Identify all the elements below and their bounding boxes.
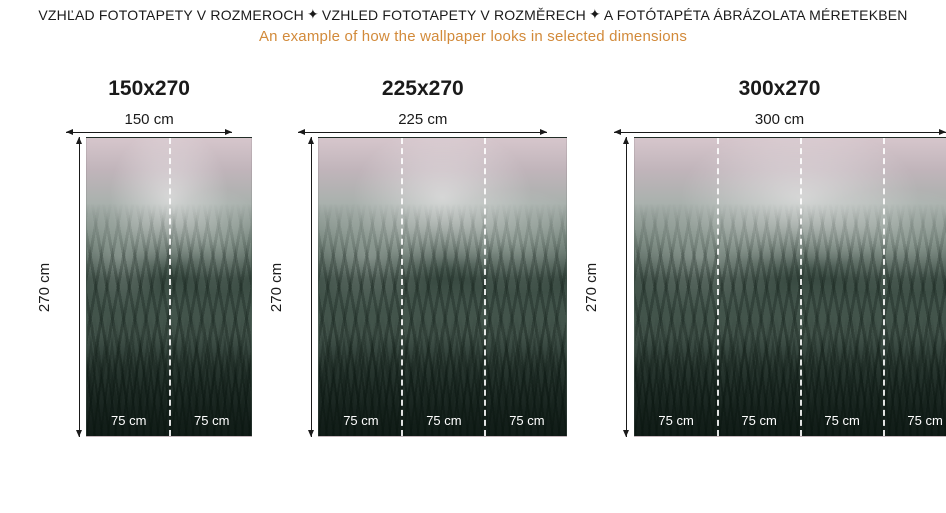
- header-sk: VZHĽAD FOTOTAPETY V ROZMEROCH: [38, 7, 304, 23]
- panel-divider: [401, 138, 403, 436]
- segment-label: 75 cm: [406, 413, 481, 428]
- width-label: 150 cm: [125, 111, 174, 128]
- segment-label: 75 cm: [639, 413, 714, 428]
- sparkle-icon: ✦: [307, 6, 319, 23]
- height-label: 270 cm: [268, 262, 285, 311]
- size-title: 225x270: [382, 77, 464, 101]
- panel-divider: [169, 138, 171, 436]
- header: VZHĽAD FOTOTAPETY V ROZMEROCH ✦ VZHLED F…: [0, 0, 946, 45]
- segment-label: 75 cm: [323, 413, 398, 428]
- panel-divider: [800, 138, 802, 436]
- size-title: 150x270: [108, 77, 190, 101]
- width-label: 300 cm: [755, 111, 804, 128]
- panel-body: 270 cm 75 cm 75 cm: [20, 137, 252, 437]
- height-arrow: [72, 137, 86, 437]
- header-cz: VZHLED FOTOTAPETY V ROZMĚRECH: [322, 7, 586, 23]
- header-multilang: VZHĽAD FOTOTAPETY V ROZMEROCH ✦ VZHLED F…: [0, 6, 946, 23]
- panels-container: 150x270 150 cm 270 cm 75 cm 75 cm 225x270 225 …: [0, 77, 946, 437]
- size-panel: 150x270 150 cm 270 cm 75 cm 75 cm: [20, 77, 252, 437]
- segment-label: 75 cm: [805, 413, 880, 428]
- height-label: 270 cm: [36, 262, 53, 311]
- height-label: 270 cm: [584, 262, 601, 311]
- size-panel: 300x270 300 cm 270 cm 75 cm 75 cm 75 cm 75 cm: [567, 77, 946, 437]
- segment-label: 75 cm: [888, 413, 946, 428]
- panel-divider: [717, 138, 719, 436]
- width-arrow: [614, 132, 946, 133]
- width-label: 225 cm: [398, 111, 447, 128]
- sparkle-icon: ✦: [589, 6, 601, 23]
- height-arrow: [304, 137, 318, 437]
- wallpaper-preview: 75 cm 75 cm 75 cm: [318, 137, 567, 437]
- size-panel: 225x270 225 cm 270 cm 75 cm 75 cm 75 cm: [252, 77, 567, 437]
- width-arrow: [66, 132, 232, 133]
- header-subtitle: An example of how the wallpaper looks in…: [0, 28, 946, 45]
- height-arrow: [620, 137, 634, 437]
- segment-label: 75 cm: [174, 413, 249, 428]
- panel-body: 270 cm 75 cm 75 cm 75 cm 75 cm: [567, 137, 946, 437]
- segment-label: 75 cm: [91, 413, 166, 428]
- segment-label: 75 cm: [722, 413, 797, 428]
- header-hu: A FOTÓTAPÉTA ÁBRÁZOLATA MÉRETEKBEN: [604, 7, 908, 23]
- wallpaper-preview: 75 cm 75 cm 75 cm 75 cm: [634, 137, 946, 437]
- panel-divider: [484, 138, 486, 436]
- panel-body: 270 cm 75 cm 75 cm 75 cm: [252, 137, 567, 437]
- segment-label: 75 cm: [489, 413, 564, 428]
- wallpaper-preview: 75 cm 75 cm: [86, 137, 252, 437]
- panel-divider: [883, 138, 885, 436]
- width-arrow: [298, 132, 547, 133]
- size-title: 300x270: [739, 77, 821, 101]
